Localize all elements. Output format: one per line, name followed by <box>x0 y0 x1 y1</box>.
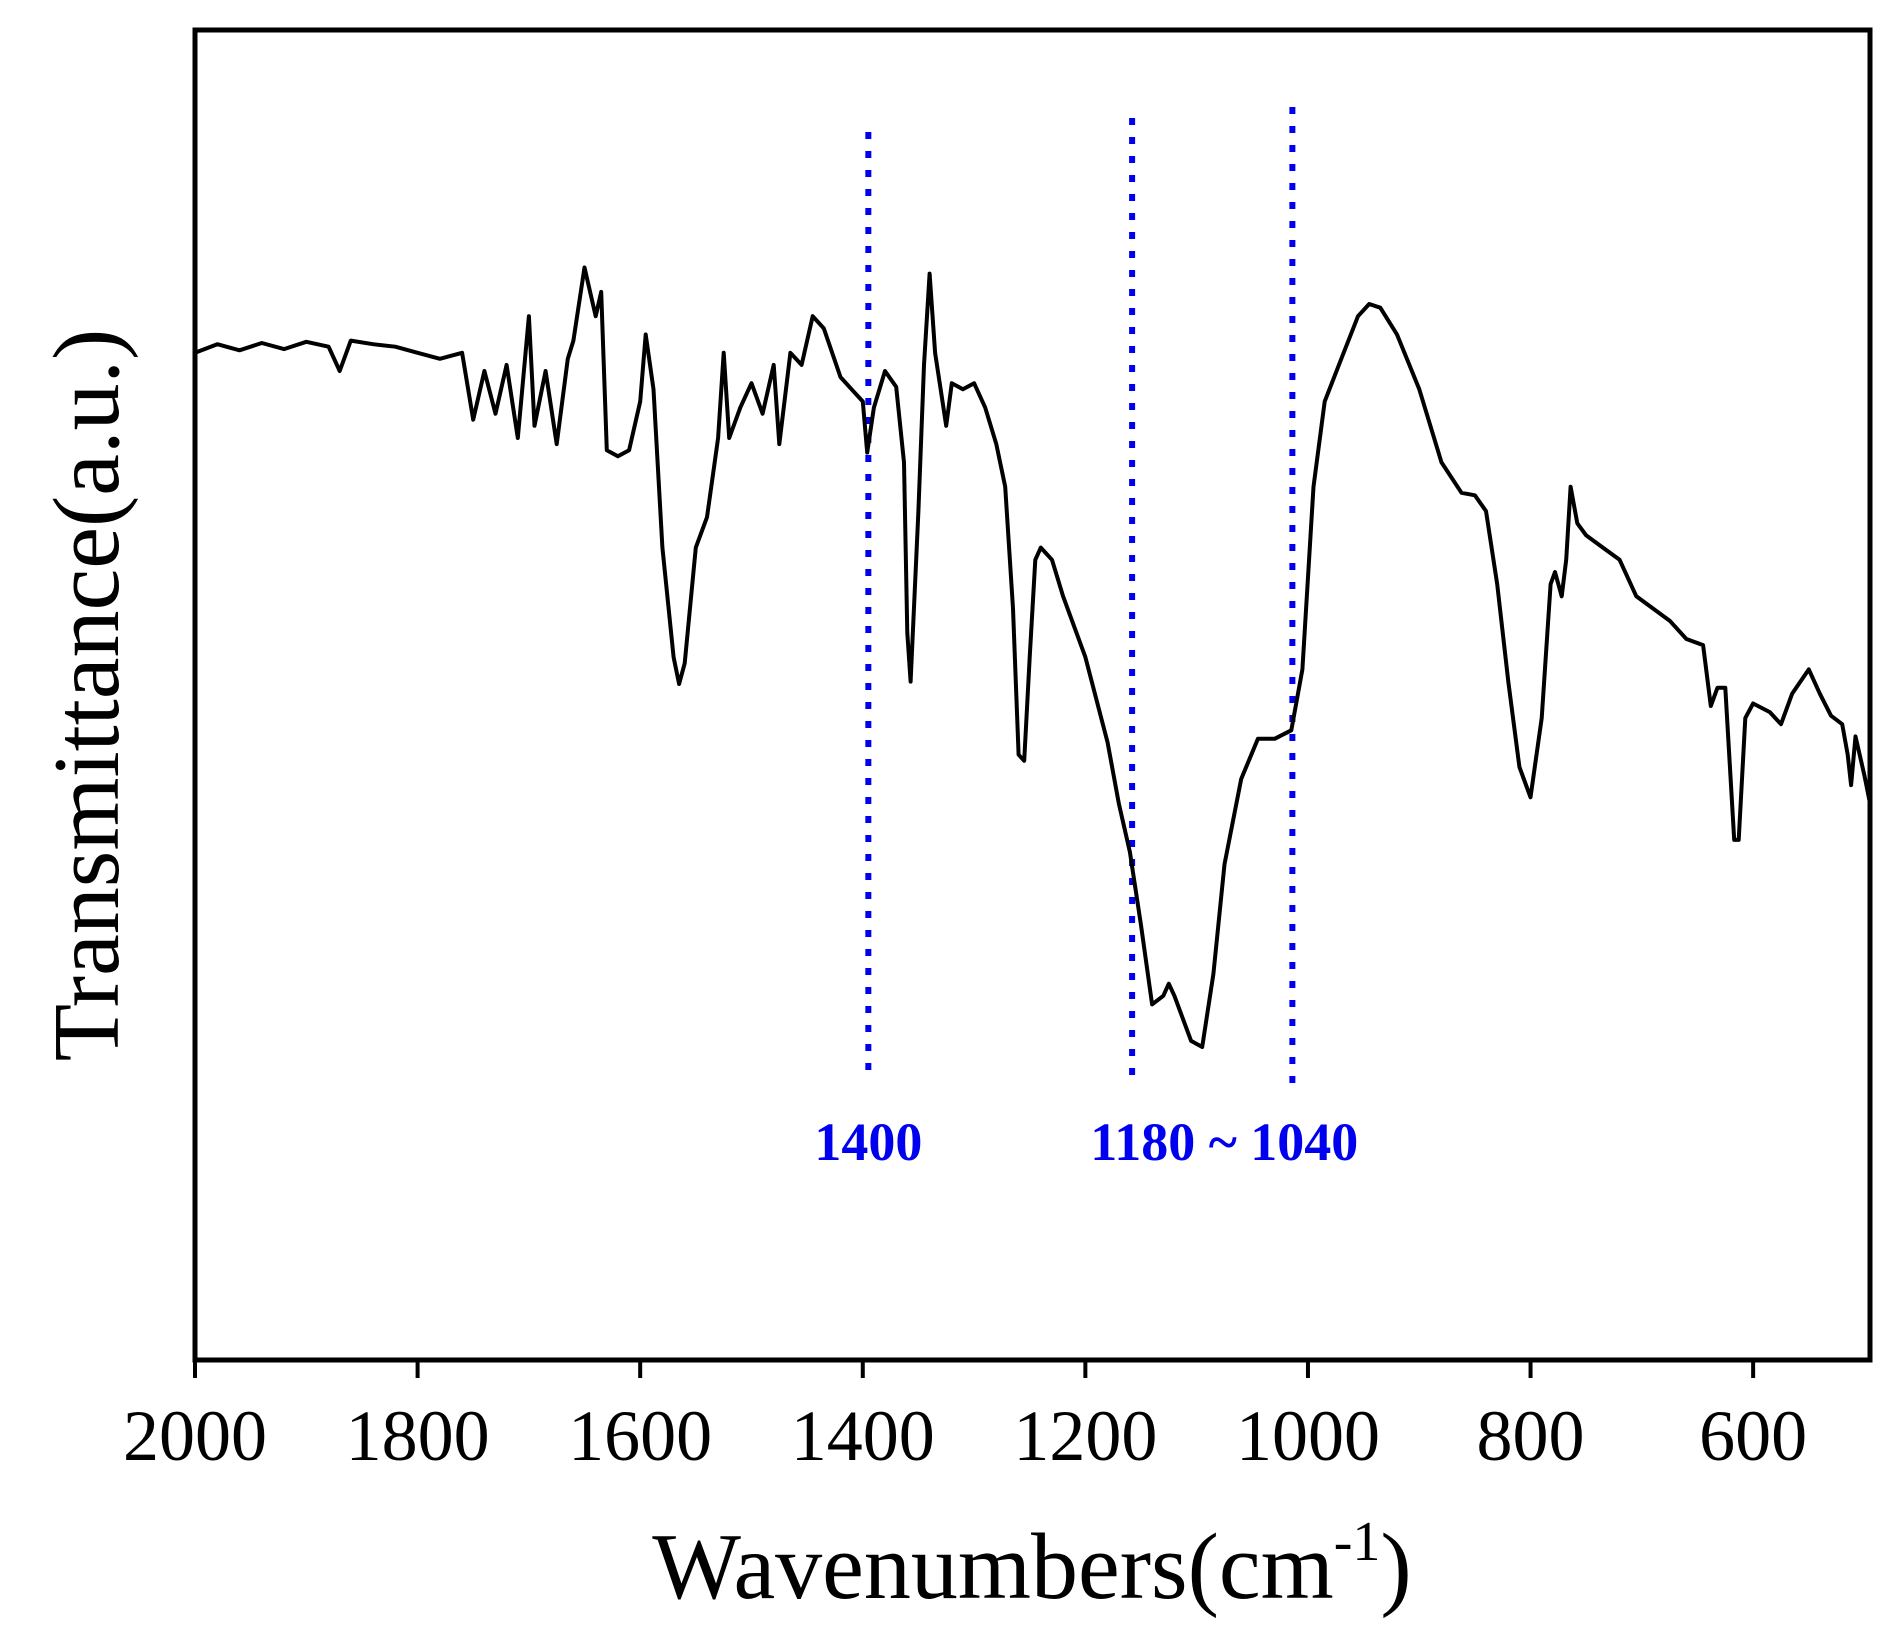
x-title-suffix: ) <box>1380 1515 1411 1619</box>
x-tick-label: 600 <box>1699 1396 1807 1476</box>
x-tick-label: 1800 <box>346 1396 490 1476</box>
plot-frame <box>192 27 1873 1363</box>
x-tick-label: 1200 <box>1013 1396 1157 1476</box>
x-tick-label: 800 <box>1477 1396 1585 1476</box>
spectrum-line <box>194 265 1872 1049</box>
annotation: 1400 <box>814 1112 922 1172</box>
x-title-superscript: -1 <box>1334 1511 1381 1573</box>
x-tick-label: 1000 <box>1236 1396 1380 1476</box>
y-axis-title: Transmittance(a.u.) <box>35 329 139 1062</box>
x-tick-label: 1600 <box>568 1396 712 1476</box>
x-tick-label: 2000 <box>123 1396 267 1476</box>
x-tick-label: 1400 <box>791 1396 935 1476</box>
x-title-text: Wavenumbers(cm <box>652 1515 1334 1619</box>
annotation: 1180 ~ 1040 <box>1090 1112 1358 1172</box>
x-axis-title: Wavenumbers(cm-1) <box>652 1511 1411 1619</box>
